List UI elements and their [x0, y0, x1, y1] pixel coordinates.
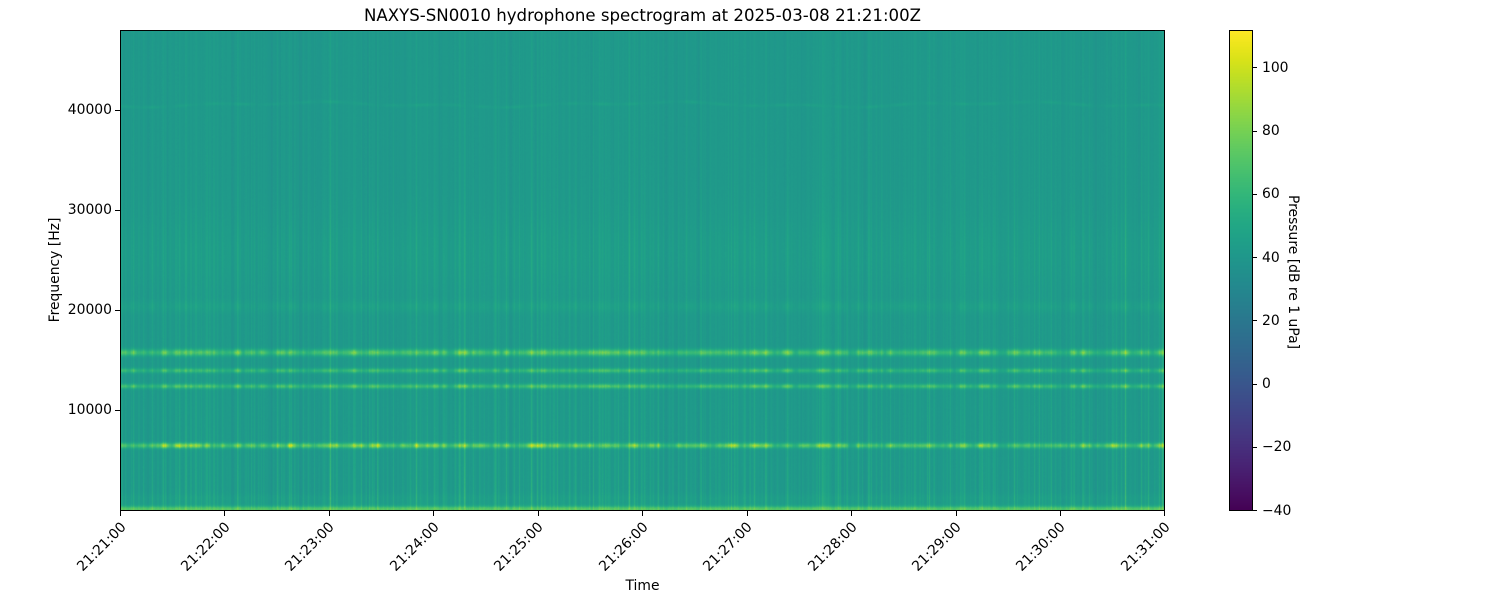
- y-axis-label: Frequency [Hz]: [47, 217, 63, 323]
- y-tick-mark: [115, 209, 120, 211]
- colorbar: [1229, 30, 1253, 511]
- y-tick-label: 40000: [67, 102, 112, 119]
- y-tick-mark: [115, 309, 120, 311]
- colorbar-tick-mark: [1253, 446, 1257, 448]
- x-tick-mark: [224, 511, 226, 516]
- colorbar-label: Pressure [dB re 1 uPa]: [1285, 194, 1301, 350]
- colorbar-tick-mark: [1253, 320, 1257, 322]
- colorbar-tick-label: 100: [1262, 59, 1289, 76]
- colorbar-tick-label: −40: [1262, 502, 1292, 519]
- chart-title: NAXYS-SN0010 hydrophone spectrogram at 2…: [363, 6, 922, 25]
- colorbar-tick-mark: [1253, 193, 1257, 195]
- colorbar-tick-mark: [1253, 67, 1257, 69]
- colorbar-tick-label: 80: [1262, 123, 1280, 140]
- colorbar-tick-label: 40: [1262, 249, 1280, 266]
- colorbar-tick-mark: [1253, 130, 1257, 132]
- x-tick-mark: [955, 511, 957, 516]
- y-tick-mark: [115, 109, 120, 111]
- x-tick-mark: [746, 511, 748, 516]
- spectrogram-heatmap: [120, 30, 1165, 511]
- x-tick-mark: [1164, 511, 1166, 516]
- x-tick-mark: [851, 511, 853, 516]
- y-tick-mark: [115, 409, 120, 411]
- colorbar-tick-label: 60: [1262, 186, 1280, 203]
- x-tick-mark: [433, 511, 435, 516]
- x-tick-mark: [328, 511, 330, 516]
- colorbar-tick-mark: [1253, 257, 1257, 259]
- colorbar-tick-mark: [1253, 510, 1257, 511]
- x-tick-mark: [120, 511, 121, 516]
- colorbar-tick-label: 20: [1262, 312, 1280, 329]
- x-tick-mark: [1059, 511, 1061, 516]
- colorbar-tick-label: 0: [1262, 376, 1271, 393]
- x-tick-label: 21:21:00: [73, 519, 130, 575]
- y-tick-label: 30000: [67, 202, 112, 219]
- colorbar-tick-mark: [1253, 383, 1257, 385]
- colorbar-tick-label: −20: [1262, 439, 1292, 456]
- y-tick-label: 10000: [67, 402, 112, 419]
- y-tick-label: 20000: [67, 302, 112, 319]
- x-tick-mark: [642, 511, 644, 516]
- x-tick-mark: [537, 511, 539, 516]
- x-axis-label: Time: [625, 578, 660, 594]
